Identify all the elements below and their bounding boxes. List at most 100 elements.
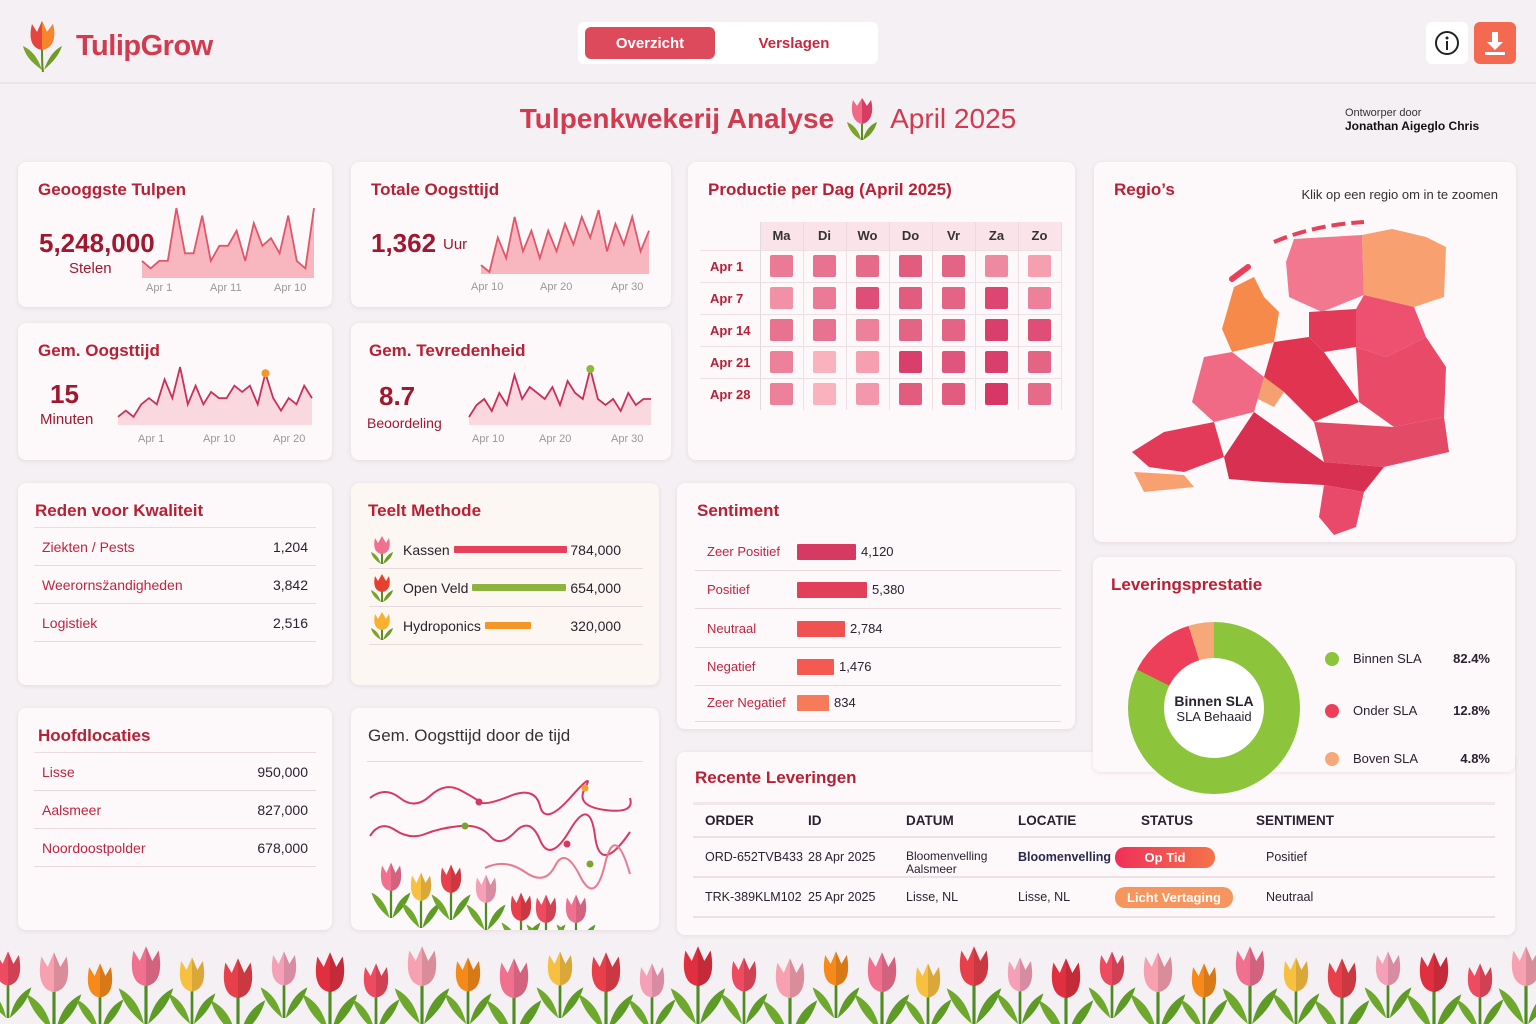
sentiment-row[interactable]: Zeer Positief 4,120 <box>695 533 1061 571</box>
column-header[interactable]: STATUS <box>1141 813 1193 828</box>
sentiment-row[interactable]: Negatief 1,476 <box>695 648 1061 686</box>
tulip-icon <box>1130 952 1186 1024</box>
heatmap-cell[interactable] <box>856 383 879 406</box>
heatmap-cell[interactable] <box>813 287 836 309</box>
method-row[interactable]: Hydroponics 320,000 <box>369 607 643 645</box>
tulip-icon <box>26 952 82 1024</box>
sentiment-row[interactable]: Positief 5,380 <box>695 571 1061 609</box>
tab-overzicht[interactable]: Overzicht <box>585 27 715 59</box>
region-friesland[interactable] <box>1286 235 1364 312</box>
list-item[interactable]: Logistiek 2,516 <box>34 604 316 642</box>
tulip-icon <box>168 957 216 1024</box>
heatmap-cell[interactable] <box>899 255 922 277</box>
heatmap-cell[interactable] <box>1028 287 1051 309</box>
list-item[interactable]: Weerornsz̈andigheden 3,842 <box>34 566 316 604</box>
kpi-unit: Beoordeling <box>367 415 442 431</box>
heatmap-cell[interactable] <box>899 383 922 406</box>
region-overijssel[interactable] <box>1356 337 1446 427</box>
sparkline-peak-marker <box>261 369 270 378</box>
method-row[interactable]: Kassen 784,000 <box>369 531 643 569</box>
heatmap-cell[interactable] <box>985 351 1008 373</box>
download-button[interactable] <box>1474 22 1516 64</box>
list-item[interactable]: Lisse 950,000 <box>34 753 316 791</box>
list-item[interactable]: Ziekten / Pests 1,204 <box>34 528 316 566</box>
trend-point <box>581 784 589 792</box>
region-noord-brabant[interactable] <box>1224 412 1384 492</box>
region-limburg[interactable] <box>1319 485 1364 535</box>
region-noord-holland[interactable] <box>1222 277 1279 352</box>
column-header[interactable]: ID <box>808 813 822 828</box>
axis-label: Apr 30 <box>611 433 644 445</box>
legend-label: Onder SLA <box>1353 703 1418 718</box>
heatmap-cell[interactable] <box>942 287 965 309</box>
region-groningen[interactable] <box>1362 229 1446 307</box>
heatmap-cell[interactable] <box>770 319 793 341</box>
tulip-icon <box>1406 952 1462 1024</box>
axis-label: Apr 11 <box>210 282 242 294</box>
heatmap-cell[interactable] <box>985 255 1008 277</box>
table-row[interactable]: ORD-652TVB433 28 Apr 2025 Bloomenvelling… <box>693 838 1495 878</box>
tulip-icon <box>996 957 1044 1024</box>
heatmap-cell[interactable] <box>770 287 793 309</box>
heatmap-cell[interactable] <box>1028 255 1051 277</box>
heatmap-cell[interactable] <box>942 319 965 341</box>
texel-island[interactable] <box>1229 264 1251 282</box>
wadden-islands[interactable] <box>1273 220 1365 244</box>
heatmap-cell[interactable] <box>770 351 793 373</box>
heatmap-cell[interactable] <box>856 319 879 341</box>
kpi-unit: Minuten <box>40 411 94 428</box>
region-zuid-holland[interactable] <box>1192 352 1264 422</box>
tulip-icon <box>371 862 411 918</box>
list-item[interactable]: Aalsmeer 827,000 <box>34 791 316 829</box>
heatmap-cell[interactable] <box>813 319 836 341</box>
heatmap-cell[interactable] <box>856 287 879 309</box>
column-header[interactable]: DATUM <box>906 813 954 828</box>
region-zeeuws-vlaanderen[interactable] <box>1134 472 1194 492</box>
sentiment-row[interactable]: Zeer Negatief 834 <box>695 684 1061 722</box>
heatmap-cell[interactable] <box>899 287 922 309</box>
heatmap-cell[interactable] <box>942 255 965 277</box>
sentiment-label: Neutraal <box>707 621 757 636</box>
sentiment-row[interactable]: Neutraal 2,784 <box>695 610 1061 648</box>
table-row[interactable]: TRK-389KLM102 25 Apr 2025 Lisse, NL Liss… <box>693 878 1495 918</box>
kpi-value: 5,248,000 <box>39 228 155 258</box>
heatmap-cell[interactable] <box>985 383 1008 406</box>
heatmap-cell[interactable] <box>856 351 879 373</box>
heatmap-cell[interactable] <box>770 255 793 277</box>
heatmap-cell[interactable] <box>899 319 922 341</box>
heatmap-cell[interactable] <box>942 351 965 373</box>
region-gelderland[interactable] <box>1314 417 1449 467</box>
sla-donut-chart[interactable]: Binnen SLA SLA Behaaid <box>1128 622 1300 794</box>
tab-verslagen[interactable]: Verslagen <box>758 34 830 52</box>
heatmap-cell[interactable] <box>813 255 836 277</box>
column-header[interactable]: SENTIMENT <box>1256 813 1335 828</box>
heatmap-cell[interactable] <box>856 255 879 277</box>
method-name: Hydroponics <box>403 617 481 634</box>
column-header[interactable]: LOCATIE <box>1018 813 1077 828</box>
heatmap-cell[interactable] <box>1028 319 1051 341</box>
region-drenthe[interactable] <box>1356 295 1426 357</box>
method-row[interactable]: Open Veld 654,000 <box>369 569 643 607</box>
list-item[interactable]: Noordoostpolder 678,000 <box>34 829 316 867</box>
region-zeeland[interactable] <box>1132 422 1224 472</box>
heatmap-cell[interactable] <box>1028 351 1051 373</box>
brand-logo[interactable]: TulipGrow <box>20 18 213 74</box>
heatmap-cell[interactable] <box>942 383 965 406</box>
region-flevoland[interactable] <box>1309 309 1356 352</box>
tulip-logo-icon <box>23 21 62 73</box>
heatmap-cell[interactable] <box>985 287 1008 309</box>
heatmap-cell[interactable] <box>813 351 836 373</box>
heatmap-cell[interactable] <box>985 319 1008 341</box>
region-utrecht[interactable] <box>1264 337 1359 422</box>
column-header[interactable]: ORDER <box>705 813 754 828</box>
legend-dot <box>1325 651 1339 666</box>
sparkline-line <box>117 366 313 419</box>
heatmap-cell[interactable] <box>813 383 836 406</box>
sparkline-total-time <box>480 209 650 274</box>
netherlands-map[interactable] <box>1124 217 1454 537</box>
info-button[interactable] <box>1426 22 1468 64</box>
heatmap-cell[interactable] <box>1028 383 1051 406</box>
order-cell: TRK-389KLM102 <box>705 890 802 904</box>
heatmap-cell[interactable] <box>899 351 922 373</box>
heatmap-cell[interactable] <box>770 383 793 406</box>
